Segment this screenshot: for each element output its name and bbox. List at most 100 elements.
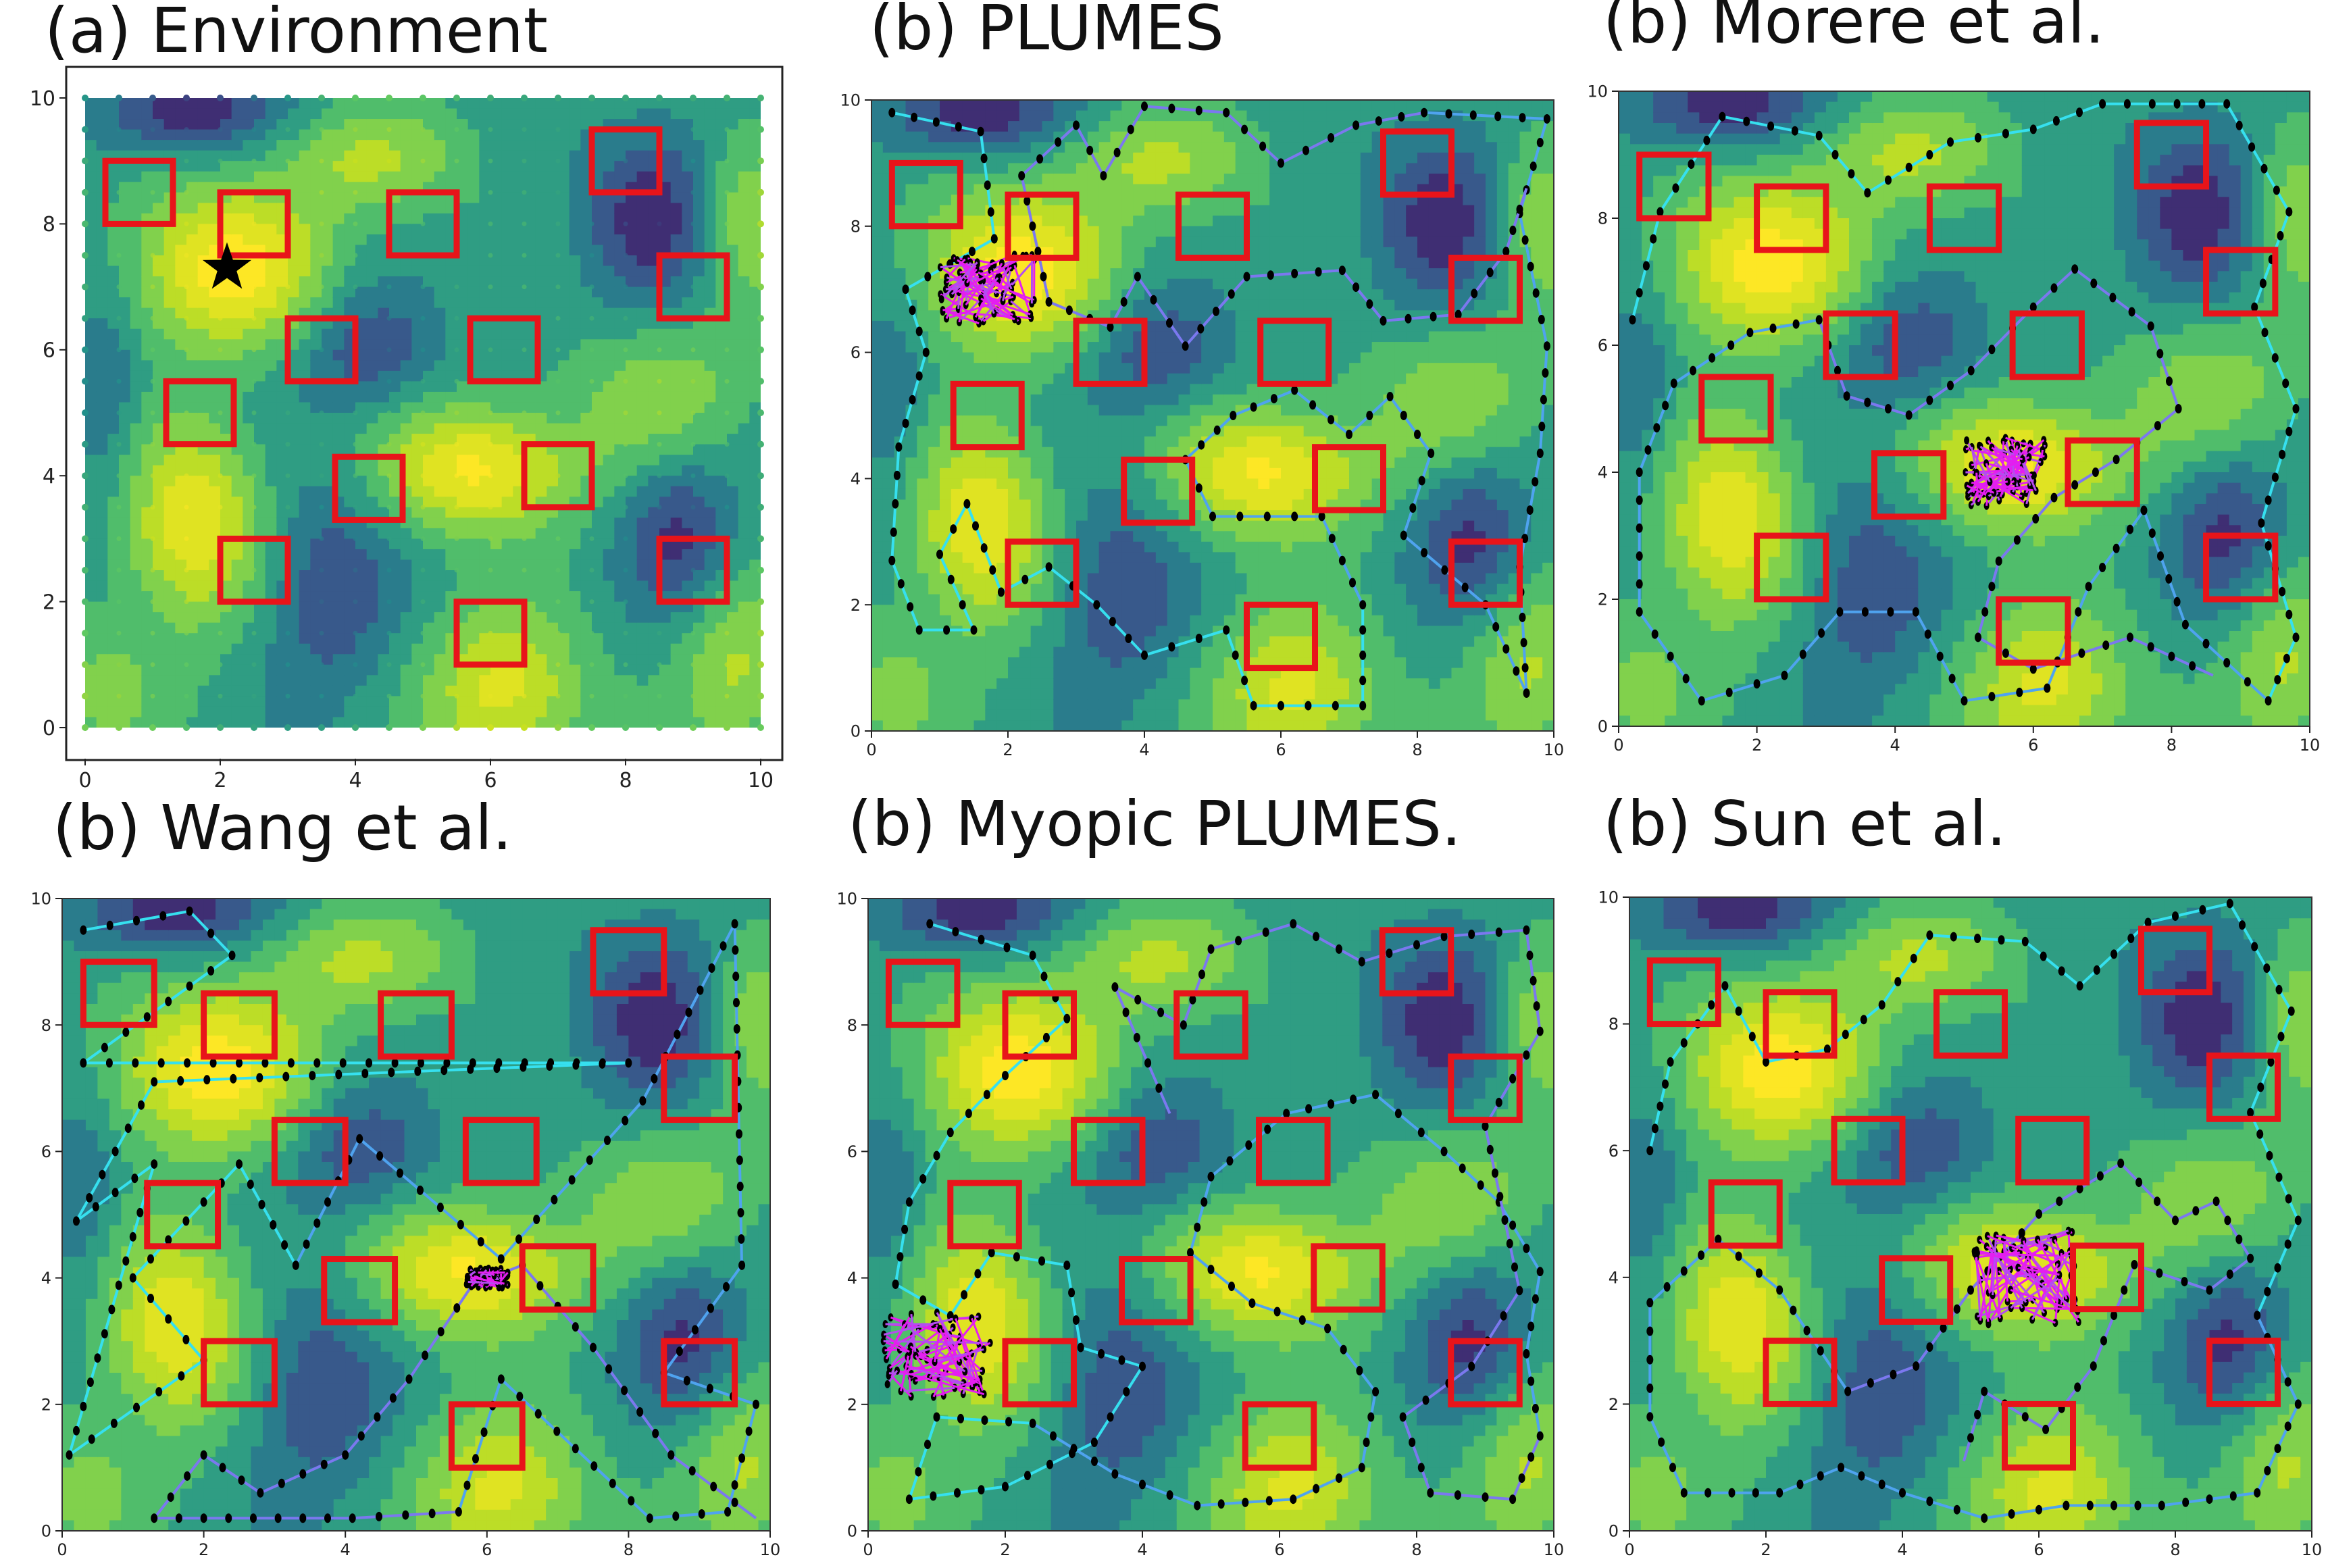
waypoint — [2021, 1412, 2029, 1422]
y-tick-label: 2 — [1609, 1395, 1619, 1414]
obstacle-box — [1175, 191, 1250, 261]
sample-point — [757, 440, 764, 448]
sample-point — [623, 410, 628, 415]
waypoint — [2192, 1206, 2200, 1216]
waypoint — [1072, 1315, 1080, 1325]
sample-point — [555, 284, 561, 290]
waypoint — [738, 1453, 746, 1463]
waypoint — [1646, 1298, 1654, 1308]
x-tick-label: 2 — [1000, 1540, 1010, 1559]
path-segment — [1525, 1353, 1542, 1436]
waypoint — [1495, 927, 1502, 937]
waypoint — [1002, 1071, 1009, 1081]
waypoint — [493, 1063, 501, 1073]
sample-point — [82, 252, 88, 259]
waypoint — [414, 1066, 422, 1076]
waypoint — [1767, 121, 1775, 131]
waypoint — [2044, 683, 2051, 693]
waypoint — [2287, 1006, 2295, 1016]
waypoint — [464, 1273, 470, 1281]
waypoint — [2254, 1311, 2261, 1321]
sample-point — [690, 473, 696, 478]
sample-point — [285, 158, 290, 163]
path-segment — [1251, 1302, 1328, 1330]
sample-point — [657, 630, 662, 636]
axes-frame — [1618, 91, 2310, 727]
cluster-segment — [1991, 447, 2042, 463]
axes-frame — [867, 898, 1554, 1532]
sample-point — [522, 253, 527, 258]
x-tick-label: 0 — [863, 1540, 873, 1559]
waypoint — [303, 1239, 310, 1249]
waypoint — [1359, 650, 1367, 660]
obstacle-box — [1823, 310, 1898, 380]
waypoint — [165, 996, 172, 1007]
waypoint — [2100, 1336, 2107, 1346]
waypoint — [2235, 120, 2243, 130]
waypoint — [1769, 323, 1777, 333]
waypoint — [1746, 328, 1754, 338]
waypoint — [1367, 1412, 1375, 1422]
waypoint — [313, 1218, 321, 1228]
x-tick-label: 2 — [1003, 740, 1013, 759]
sample-point — [116, 95, 122, 101]
waypoint — [1313, 1484, 1320, 1494]
waypoint — [136, 1207, 144, 1217]
ticks: 0 2 4 6 8 10 0 2 4 6 8 10 — [1587, 82, 2320, 755]
obstacle-box — [217, 189, 291, 259]
waypoint — [111, 1188, 119, 1198]
cluster-segment — [2006, 445, 2019, 482]
path-segment — [949, 1252, 993, 1317]
waypoint — [553, 1426, 561, 1436]
sample-point — [555, 158, 561, 163]
waypoint — [2224, 1215, 2231, 1225]
waypoint — [1995, 556, 2002, 566]
axes-frame — [61, 898, 771, 1532]
cluster-segment — [938, 1328, 965, 1384]
waypoint — [256, 1073, 263, 1083]
sample-point — [386, 693, 392, 699]
cluster-segment — [1010, 300, 1032, 319]
path-segment — [203, 1454, 261, 1494]
sample-point — [116, 473, 122, 478]
waypoint — [2259, 278, 2267, 288]
sample-point — [724, 630, 730, 636]
waypoint — [599, 1059, 606, 1069]
waypoint — [2086, 1500, 2094, 1511]
waypoint — [2285, 1194, 2292, 1204]
sample-point — [757, 220, 764, 228]
waypoint — [2029, 664, 2037, 674]
path-segment — [1020, 124, 1078, 177]
sample-point — [251, 567, 257, 573]
obstacle-box — [950, 380, 1025, 451]
y-tick-label: 2 — [847, 1395, 857, 1414]
obstacle-box — [1379, 927, 1454, 996]
waypoint — [1418, 476, 1425, 486]
sample-point — [690, 190, 696, 195]
y-tick-label: 6 — [43, 339, 55, 363]
waypoint — [1235, 936, 1242, 946]
y-tick-label: 0 — [851, 722, 861, 741]
sample-point — [521, 724, 528, 731]
panel-5: 0 2 4 6 8 10 0 2 4 6 8 10 — [1598, 888, 2322, 1559]
x-tick-label: 2 — [1761, 1540, 1771, 1559]
waypoint — [1708, 1000, 1715, 1010]
waypoint — [1486, 268, 1494, 278]
waypoint — [1781, 670, 1788, 680]
waypoint — [1336, 944, 1342, 954]
waypoint — [282, 1071, 290, 1082]
waypoint — [1245, 1140, 1252, 1150]
sample-point — [116, 536, 122, 541]
waypoint — [1352, 120, 1360, 130]
waypoint — [890, 527, 897, 537]
waypoint — [911, 112, 918, 122]
panel-1: 0 2 4 6 8 10 0 2 4 6 8 10 — [840, 91, 1564, 759]
waypoint — [1091, 1457, 1098, 1466]
panel-0: 0 2 4 6 8 10 0 2 4 6 8 10 — [30, 66, 784, 792]
cluster-segment — [2016, 445, 2031, 486]
sample-point — [757, 472, 764, 480]
waypoint — [1815, 315, 1823, 325]
waypoint — [480, 1427, 488, 1437]
waypoint — [1228, 289, 1235, 299]
